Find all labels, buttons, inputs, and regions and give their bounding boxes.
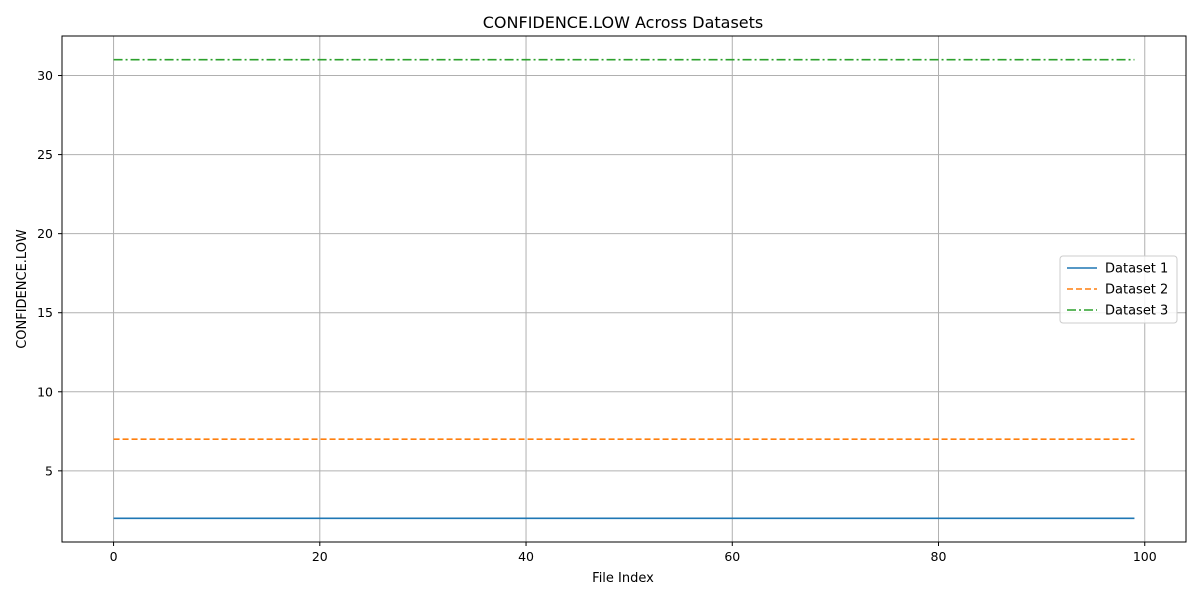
grid — [62, 36, 1186, 542]
x-axis-label: File Index — [592, 571, 654, 586]
legend-box — [1059, 255, 1178, 324]
y-tick-label: 25 — [37, 147, 53, 162]
y-axis-ticks: 5 10 15 20 25 30 — [37, 68, 62, 478]
legend-label-dataset-2: Dataset 2 — [1105, 283, 1168, 298]
x-tick-label: 100 — [1133, 549, 1157, 564]
y-tick-label: 15 — [37, 305, 53, 320]
x-tick-label: 80 — [931, 549, 947, 564]
y-tick-label: 5 — [45, 463, 53, 478]
legend-items: Dataset 1 Dataset 2 Dataset 3 — [1067, 262, 1168, 319]
x-tick-label: 20 — [312, 549, 328, 564]
series-lines — [113, 58, 1135, 520]
plot-area-frame — [61, 35, 1187, 543]
legend-label-dataset-3: Dataset 3 — [1105, 304, 1168, 319]
y-axis-label: CONFIDENCE.LOW — [15, 229, 30, 349]
legend: Dataset 1 Dataset 2 Dataset 3 — [1059, 255, 1178, 324]
y-tick-label: 10 — [37, 384, 53, 399]
y-tick-label: 20 — [37, 226, 53, 241]
legend-label-dataset-1: Dataset 1 — [1105, 262, 1168, 277]
y-tick-label: 30 — [37, 68, 53, 83]
x-tick-label: 60 — [724, 549, 740, 564]
x-tick-label: 0 — [110, 549, 118, 564]
x-axis-ticks: 0 20 40 60 80 100 — [110, 542, 1157, 564]
x-tick-label: 40 — [518, 549, 534, 564]
chart-title: CONFIDENCE.LOW Across Datasets — [483, 13, 764, 32]
